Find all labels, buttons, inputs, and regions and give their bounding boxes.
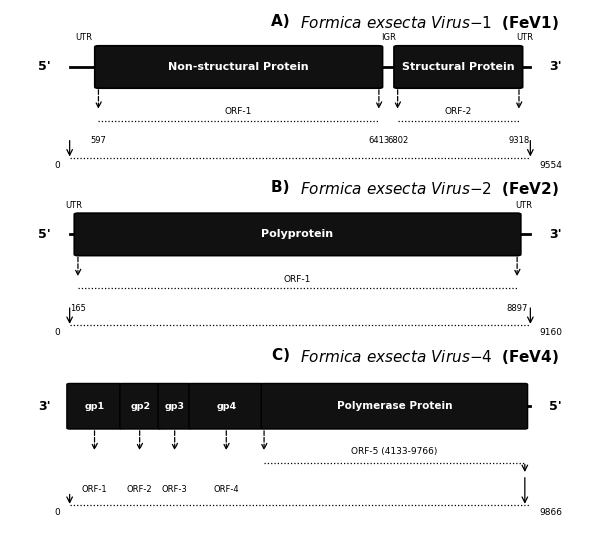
Text: gp3: gp3 xyxy=(164,402,185,411)
Text: ORF-1: ORF-1 xyxy=(225,107,253,116)
Text: A): A) xyxy=(271,14,300,29)
Text: Structural Protein: Structural Protein xyxy=(402,62,515,72)
Text: $\mathit{Formica\ exsecta\ Virus}$$\mathit{-4}$  $\mathbf{(FeV4)}$: $\mathit{Formica\ exsecta\ Virus}$$\math… xyxy=(300,348,559,366)
Text: 8897: 8897 xyxy=(506,303,528,313)
Text: ORF-2: ORF-2 xyxy=(445,107,472,116)
Text: 0: 0 xyxy=(55,161,61,170)
Text: 597: 597 xyxy=(91,136,106,145)
Text: gp1: gp1 xyxy=(85,402,104,411)
Text: 6413: 6413 xyxy=(368,136,389,145)
Text: IGR: IGR xyxy=(381,33,396,42)
FancyBboxPatch shape xyxy=(120,383,161,429)
Text: 3': 3' xyxy=(38,400,51,413)
FancyBboxPatch shape xyxy=(67,383,122,429)
Text: 9554: 9554 xyxy=(539,161,562,170)
Text: B): B) xyxy=(271,180,300,195)
Text: 3': 3' xyxy=(549,60,562,73)
FancyBboxPatch shape xyxy=(261,383,527,429)
Text: C): C) xyxy=(271,348,300,363)
FancyBboxPatch shape xyxy=(158,383,191,429)
Text: UTR: UTR xyxy=(516,33,533,42)
Text: Polyprotein: Polyprotein xyxy=(262,230,334,239)
Text: $\mathit{Formica\ exsecta\ Virus}$$\mathit{-1}$  $\mathbf{(FeV1)}$: $\mathit{Formica\ exsecta\ Virus}$$\math… xyxy=(300,14,559,31)
Text: 165: 165 xyxy=(70,303,86,313)
Text: gp4: gp4 xyxy=(216,402,236,411)
Text: UTR: UTR xyxy=(65,201,82,210)
Text: ORF-3: ORF-3 xyxy=(162,485,188,494)
Text: ORF-5 (4133-9766): ORF-5 (4133-9766) xyxy=(351,448,437,456)
FancyBboxPatch shape xyxy=(95,46,383,88)
Text: Polymerase Protein: Polymerase Protein xyxy=(337,401,452,411)
Text: 5': 5' xyxy=(549,400,562,413)
Text: 5': 5' xyxy=(38,228,51,241)
Text: 9318: 9318 xyxy=(508,136,530,145)
Text: 3': 3' xyxy=(549,228,562,241)
Text: ORF-4: ORF-4 xyxy=(214,485,239,494)
Text: ORF-1: ORF-1 xyxy=(284,275,311,284)
Text: 0: 0 xyxy=(55,328,61,338)
FancyBboxPatch shape xyxy=(394,46,523,88)
Text: $\mathit{Formica\ exsecta\ Virus}$$\mathit{-2}$  $\mathbf{(FeV2)}$: $\mathit{Formica\ exsecta\ Virus}$$\math… xyxy=(300,180,559,198)
Text: 9160: 9160 xyxy=(539,328,563,338)
Text: ORF-2: ORF-2 xyxy=(127,485,152,494)
Text: ORF-1: ORF-1 xyxy=(82,485,107,494)
Text: 6802: 6802 xyxy=(387,136,408,145)
Text: gp2: gp2 xyxy=(130,402,151,411)
Text: Non-structural Protein: Non-structural Protein xyxy=(169,62,309,72)
FancyBboxPatch shape xyxy=(189,383,263,429)
Text: 5': 5' xyxy=(38,60,51,73)
Text: UTR: UTR xyxy=(76,33,92,42)
FancyBboxPatch shape xyxy=(74,213,521,255)
Text: UTR: UTR xyxy=(515,201,532,210)
Text: 9866: 9866 xyxy=(539,508,563,517)
Text: 0: 0 xyxy=(55,508,61,517)
